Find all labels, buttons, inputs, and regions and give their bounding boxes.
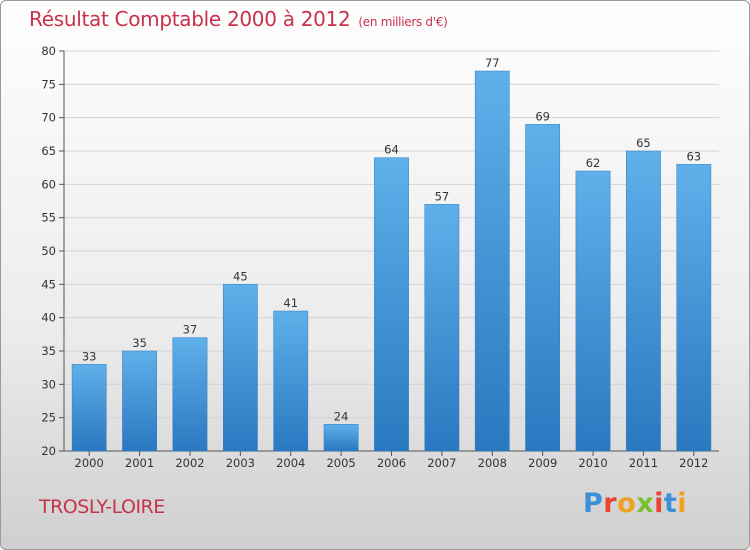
x-tick-label: 2008 — [478, 456, 507, 470]
bar-2012 — [676, 164, 712, 452]
logo-letter: i — [654, 488, 664, 519]
x-tick-label: 2005 — [326, 456, 355, 470]
y-tick-label: 55 — [41, 211, 56, 225]
data-labels: 33 35 37 45 41 24 64 57 77 69 62 65 63 — [82, 56, 701, 423]
logo-letter: r — [603, 488, 618, 519]
bars — [71, 70, 712, 452]
logo-letter: x — [636, 488, 655, 519]
bar-2011 — [626, 150, 661, 452]
bar-2004 — [273, 310, 309, 452]
x-tick-label: 2003 — [226, 456, 255, 470]
y-tick-label: 35 — [41, 344, 56, 358]
bar-2007 — [424, 204, 460, 452]
y-tick-label: 50 — [41, 244, 56, 258]
bar-2005 — [323, 424, 359, 452]
proxiti-logo: Proxiti — [583, 488, 687, 519]
data-label: 24 — [334, 409, 349, 423]
y-tick-label: 75 — [41, 77, 56, 91]
data-label: 69 — [535, 109, 550, 123]
x-tick-label: 2011 — [629, 456, 658, 470]
y-tick-label: 60 — [41, 177, 56, 191]
commune-name: TROSLY-LOIRE — [39, 496, 165, 518]
y-tick-label: 20 — [41, 444, 56, 458]
x-tick-label: 2001 — [125, 456, 154, 470]
logo-letter: t — [663, 488, 678, 519]
data-label: 64 — [384, 143, 399, 157]
data-label: 45 — [233, 269, 248, 283]
y-tick-label: 45 — [41, 277, 56, 291]
x-tick-label: 2006 — [377, 456, 406, 470]
x-tick-label: 2010 — [578, 456, 607, 470]
x-tick-label: 2009 — [528, 456, 557, 470]
data-label: 63 — [686, 149, 701, 163]
chart-title: Résultat Comptable 2000 à 2012 (en millie… — [29, 7, 448, 31]
axes: 20 25 30 35 40 45 50 55 60 65 70 75 80 2000 2001 2002 20… — [41, 44, 719, 470]
chart-title-text: Résultat Comptable 2000 à 2012 — [29, 7, 351, 31]
bar-2009 — [525, 124, 561, 452]
x-tick-label: 2002 — [175, 456, 204, 470]
y-tick-label: 65 — [41, 144, 56, 158]
y-tick-label: 25 — [41, 411, 56, 425]
data-label: 35 — [132, 336, 147, 350]
x-tick-label: 2004 — [276, 456, 305, 470]
bar-2002 — [172, 337, 208, 452]
data-label: 57 — [435, 189, 450, 203]
y-tick-label: 80 — [41, 44, 56, 58]
data-label: 37 — [183, 323, 198, 337]
x-tick-label: 2012 — [679, 456, 708, 470]
chart-subtitle: (en milliers d'€) — [358, 15, 448, 29]
bar-2006 — [374, 157, 409, 452]
data-label: 62 — [586, 156, 601, 170]
logo-letter: o — [617, 488, 637, 519]
logo-letter: P — [583, 488, 604, 519]
logo-letter: i — [677, 488, 688, 519]
x-tick-label: 2000 — [75, 456, 104, 470]
y-tick-label: 30 — [41, 377, 56, 391]
y-tick-label: 40 — [41, 311, 56, 325]
data-label: 65 — [636, 136, 651, 150]
bar-2003 — [222, 284, 258, 452]
data-label: 41 — [283, 296, 298, 310]
y-tick-label: 70 — [41, 111, 56, 125]
data-label: 33 — [82, 349, 97, 363]
bar-2010 — [575, 170, 611, 452]
x-tick-label: 2007 — [427, 456, 456, 470]
bar-2000 — [71, 364, 107, 452]
data-label: 77 — [485, 56, 500, 70]
bar-2008 — [474, 70, 510, 452]
bar-2001 — [122, 350, 157, 452]
